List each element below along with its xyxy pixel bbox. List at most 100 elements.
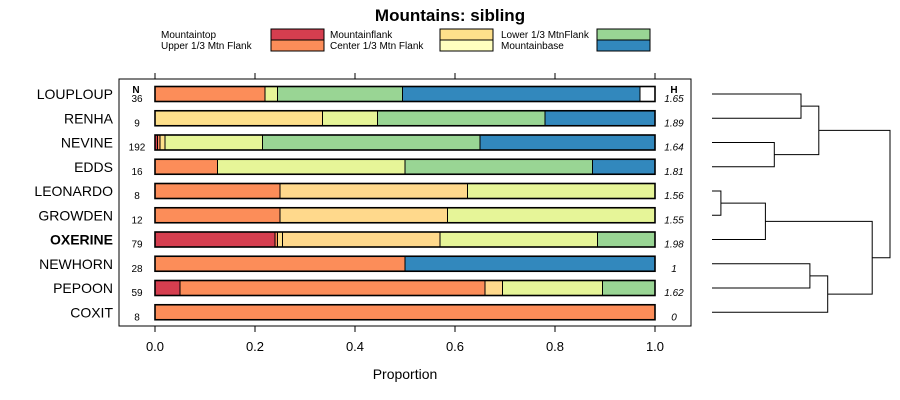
- n-value: 59: [131, 288, 143, 299]
- chart-title: Mountains: sibling: [375, 6, 525, 25]
- x-tick-label: 0.8: [546, 339, 564, 354]
- h-value: 1.98: [664, 240, 684, 251]
- dendrogram-branch: [712, 190, 722, 216]
- bar-segment: [404, 255, 656, 272]
- row-label: LOUPLOUP: [37, 86, 113, 102]
- n-value: 8: [134, 191, 140, 202]
- dendrogram-branch: [712, 142, 775, 168]
- legend-swatch: [270, 28, 325, 41]
- bar-segment: [544, 110, 656, 127]
- dendrogram-branch: [765, 220, 873, 295]
- bar-segment: [164, 134, 263, 151]
- h-value: 1.65: [664, 94, 684, 105]
- plot-panel: [118, 78, 692, 327]
- n-value: 36: [131, 94, 143, 105]
- bar-outline: [154, 134, 656, 151]
- h-value: 0: [671, 312, 677, 323]
- bar-segment: [159, 134, 166, 151]
- legend-swatch: [596, 28, 651, 41]
- bar-outline: [154, 182, 656, 200]
- bar-segment: [262, 134, 481, 151]
- bar-segment: [602, 280, 656, 296]
- h-value: 1.56: [664, 191, 684, 202]
- bar-segment: [277, 86, 403, 102]
- bar-segment: [154, 183, 281, 199]
- bar-outline: [154, 255, 656, 273]
- dendrogram-branch: [774, 105, 820, 156]
- n-value: 192: [129, 143, 146, 154]
- row-label: NEVINE: [61, 135, 113, 151]
- legend-swatch: [439, 39, 494, 52]
- bar-outline: [154, 279, 656, 297]
- bar-segment: [439, 231, 598, 248]
- row-label: LEONARDO: [34, 183, 113, 199]
- row-label: OXERINE: [50, 232, 113, 248]
- bar-segment: [277, 231, 283, 248]
- bar-segment: [154, 304, 656, 321]
- n-value: 9: [134, 118, 140, 129]
- dendrogram: [712, 93, 891, 313]
- bar-segment: [377, 110, 546, 127]
- h-value: 1.62: [664, 288, 684, 299]
- bar-segment: [402, 86, 641, 102]
- bar-rows: LOUPLOUP 36 1.65 RENHA 9 1.89 NEVINE 192 1.64 EDD…: [34, 85, 684, 323]
- h-value: 1.64: [664, 143, 684, 154]
- bar-segment: [279, 207, 448, 224]
- x-tick-label: 0.2: [246, 339, 264, 354]
- bar-segment: [154, 255, 406, 272]
- legend-label: Upper 1/3 Mtn Flank: [161, 41, 253, 52]
- n-value: 79: [131, 240, 143, 251]
- bar-segment: [484, 280, 503, 296]
- bar-outline: [154, 231, 656, 248]
- bar-segment: [592, 158, 656, 175]
- legend-swatch: [439, 28, 494, 41]
- dendrogram-branch: [712, 202, 766, 240]
- bar-segment: [179, 280, 486, 296]
- row-label: PEPOON: [53, 280, 113, 296]
- legend-label: Mountainbase: [501, 41, 564, 52]
- x-tick-label: 0.0: [146, 339, 164, 354]
- bar-segment: [154, 231, 276, 248]
- bar-outline: [154, 109, 656, 127]
- h-value: 1.81: [664, 167, 683, 178]
- n-value: 8: [134, 312, 140, 323]
- row-label: GROWDEN: [38, 207, 113, 223]
- bar-segment: [404, 158, 593, 175]
- n-column-header: N: [132, 85, 139, 96]
- row-label: COXIT: [70, 304, 113, 320]
- h-value: 1.55: [664, 215, 684, 226]
- bar-segment: [467, 183, 656, 199]
- bar-segment: [154, 280, 181, 296]
- legend-label: Mountainflank: [330, 30, 393, 41]
- bar-segment: [597, 231, 656, 248]
- bar-segment: [279, 183, 468, 199]
- bar-segment: [154, 86, 266, 102]
- bar-outline: [154, 303, 656, 321]
- bar-segment: [154, 110, 323, 127]
- n-value: 16: [131, 167, 143, 178]
- bar-segment: [154, 207, 281, 224]
- bar-segment: [479, 134, 656, 151]
- x-axis: 0.0 0.2 0.4 0.6 0.8 1.0: [146, 73, 664, 354]
- x-axis-label: Proportion: [373, 366, 438, 382]
- bar-segment: [502, 280, 603, 296]
- h-value: 1.89: [664, 118, 684, 129]
- bar-segment: [447, 207, 656, 224]
- bar-segment: [322, 110, 378, 127]
- h-value: 1: [671, 264, 677, 275]
- row-label: EDDS: [74, 159, 113, 175]
- dendrogram-branch: [712, 93, 802, 119]
- legend-label: Mountaintop: [161, 30, 216, 41]
- dendrogram-branch: [818, 129, 891, 259]
- row-label: NEWHORN: [39, 256, 113, 272]
- h-column-header: H: [670, 85, 677, 96]
- legend-swatch: [596, 39, 651, 52]
- x-tick-label: 0.4: [346, 339, 364, 354]
- row-label: RENHA: [64, 110, 114, 126]
- n-value: 12: [131, 215, 143, 226]
- bar-outline: [154, 206, 656, 224]
- bar-segment: [264, 86, 278, 102]
- legend-swatch: [270, 39, 325, 52]
